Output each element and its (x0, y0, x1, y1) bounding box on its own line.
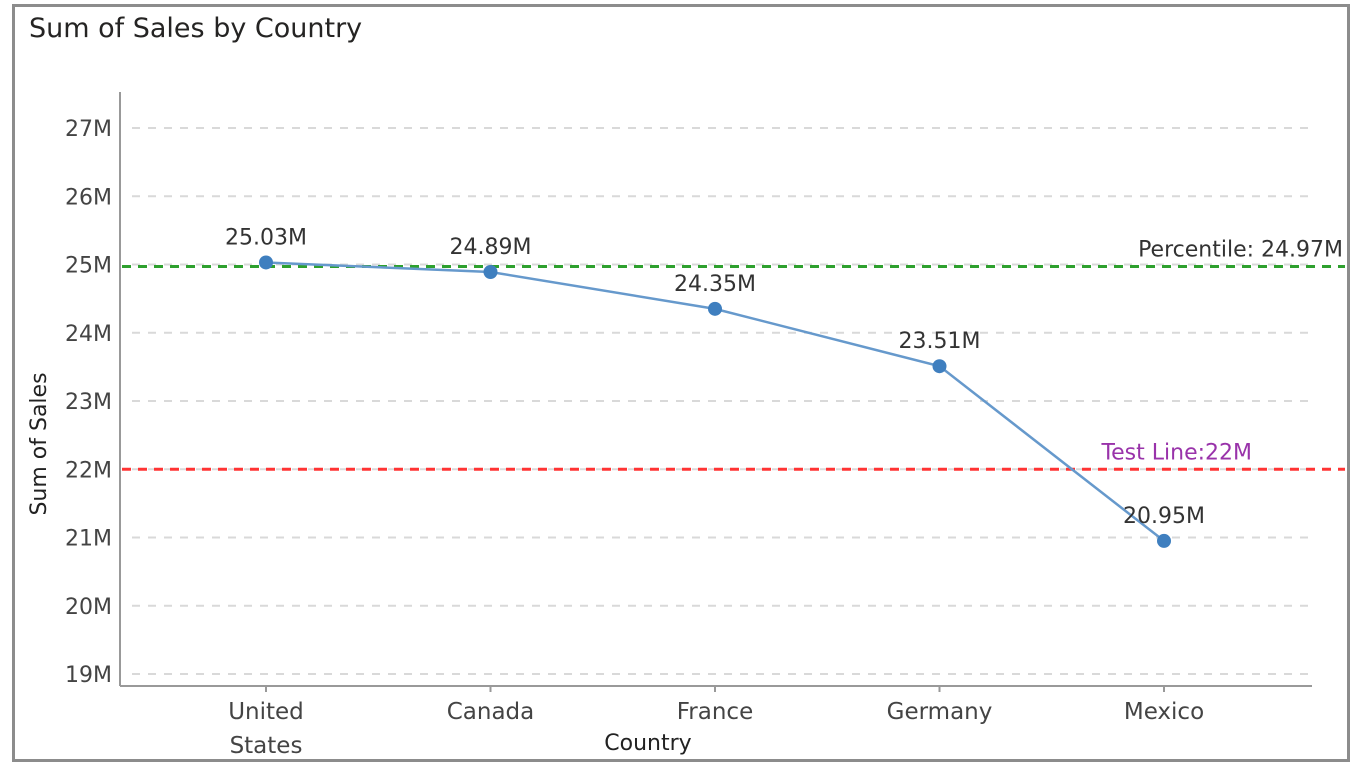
y-tick-label: 27M (65, 117, 112, 142)
data-label: 23.51M (899, 329, 981, 354)
y-tick-label: 24M (65, 322, 112, 347)
y-tick-label: 23M (65, 390, 112, 415)
test-reference-label: Test Line:22M (1100, 440, 1252, 465)
y-tick-label: 21M (65, 527, 112, 552)
x-tick-label: United States (228, 699, 304, 759)
data-point[interactable] (932, 359, 947, 374)
data-label: 24.35M (674, 272, 756, 297)
data-points (259, 255, 1171, 548)
x-tick-label: Mexico (1124, 699, 1204, 725)
y-axis-title: Sum of Sales (27, 372, 52, 515)
data-labels: 25.03M 24.89M 24.35M 23.51M 20.95M (225, 225, 1205, 528)
data-label: 25.03M (225, 225, 307, 250)
data-label: 24.89M (450, 235, 532, 260)
reference-lines: Percentile: 24.97M Test Line:22M (122, 238, 1345, 471)
y-tick-label: 20M (65, 595, 112, 620)
y-tick-label: 19M (65, 663, 112, 688)
gridlines (132, 127, 1312, 675)
data-label: 20.95M (1123, 504, 1205, 529)
y-tick-labels: 19M 20M 21M 22M 23M 24M 25M 26M 27M (65, 117, 112, 688)
data-point[interactable] (259, 255, 273, 270)
x-tick-label: Germany (887, 699, 993, 725)
chart-title: Sum of Sales by Country (29, 13, 363, 44)
x-tick-labels: United States Canada France Germany Mexico (228, 686, 1204, 759)
data-point[interactable] (708, 301, 722, 316)
x-tick-label: France (677, 699, 753, 725)
percentile-reference-label: Percentile: 24.97M (1138, 238, 1343, 263)
y-tick-label: 25M (65, 254, 112, 279)
y-tick-label: 22M (65, 458, 112, 483)
chart-visual[interactable]: Sum of Sales by Country (12, 4, 1350, 762)
x-axis-title: Country (604, 731, 691, 756)
y-tick-label: 26M (65, 185, 112, 210)
x-tick-label: Canada (447, 699, 535, 725)
data-point[interactable] (483, 265, 498, 280)
data-point[interactable] (1157, 533, 1171, 548)
